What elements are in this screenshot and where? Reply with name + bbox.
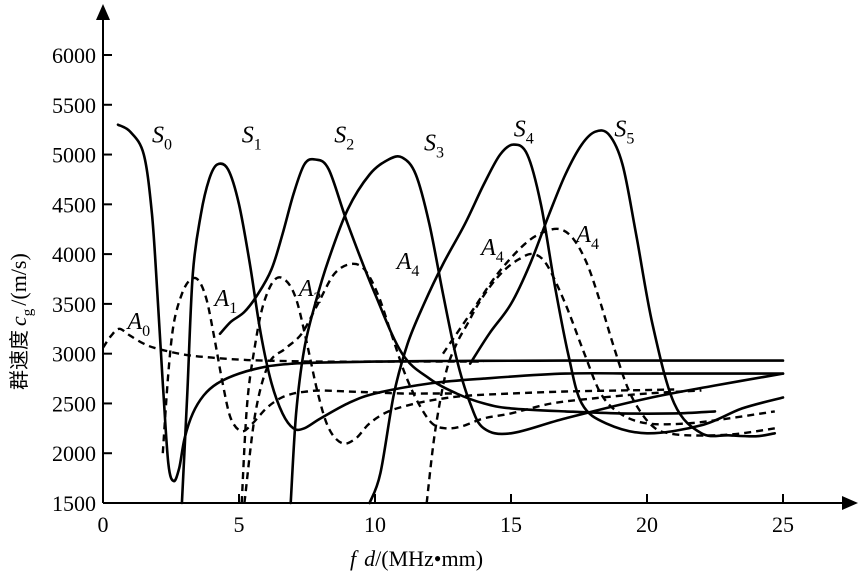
- curve-label-s5: S5: [614, 117, 634, 148]
- curve-label-s3: S3: [424, 131, 444, 162]
- curve-label-s4: S4: [514, 117, 534, 148]
- curve-a4-11: [442, 227, 775, 437]
- curve-label-s2: S2: [334, 123, 354, 154]
- curve-label-a4: A4: [479, 235, 504, 266]
- curve-a0-6: [102, 327, 484, 363]
- curve-s0-0: [116, 123, 785, 483]
- x-axis-arrow: [842, 496, 858, 510]
- y-tick-label: 1500: [52, 491, 96, 516]
- y-tick-label: 3000: [52, 342, 96, 367]
- curve-label-a4: A4: [395, 249, 420, 280]
- x-tick-label: 20: [636, 512, 658, 537]
- y-tick-label: 5000: [52, 143, 96, 168]
- curve-s2-2: [180, 162, 785, 505]
- y-tick-label: 3500: [52, 292, 96, 317]
- curve-label-s0: S0: [152, 123, 172, 154]
- x-tick-label: 5: [234, 512, 245, 537]
- x-tick-label: 0: [98, 512, 109, 537]
- curve-labels: S0 S1 S2 S3 S4 S5 A0 A1 A2 A4 A4 A4: [125, 117, 634, 340]
- curve-s1-1: [218, 157, 717, 415]
- x-tick-label: 25: [772, 512, 794, 537]
- axes: 0 5 10 15 20 25 1500 2000 2500 3000 3500 4000 4500 50…: [6, 4, 858, 571]
- curve-s5-5: [468, 129, 777, 438]
- curve-a2-8: [240, 276, 675, 504]
- curve-label-s1: S1: [242, 123, 262, 154]
- y-axis-title: 群速度cg/(m/s): [6, 253, 36, 390]
- curve-s3-3: [289, 155, 785, 505]
- curve-label-a2: A2: [297, 276, 322, 307]
- y-tick-label: 4000: [52, 242, 96, 267]
- y-tick-label: 5500: [52, 93, 96, 118]
- x-tick-label: 15: [500, 512, 522, 537]
- curve-s4-4: [368, 143, 785, 505]
- y-tick-label: 2500: [52, 391, 96, 416]
- curve-a4-9: [243, 262, 702, 504]
- y-tick-label: 6000: [52, 43, 96, 68]
- curve-label-a1: A1: [213, 286, 238, 317]
- y-tick-label: 4500: [52, 192, 96, 217]
- x-tick-label: 10: [364, 512, 386, 537]
- curve-a4-10: [425, 252, 775, 504]
- dispersion-curves: [102, 123, 785, 505]
- y-tick-label: 2000: [52, 441, 96, 466]
- curve-label-a0: A0: [125, 309, 150, 340]
- x-axis-title: f d/(MHz•mm): [350, 546, 483, 571]
- y-axis-arrow: [96, 4, 110, 20]
- curve-label-a4: A4: [574, 222, 599, 253]
